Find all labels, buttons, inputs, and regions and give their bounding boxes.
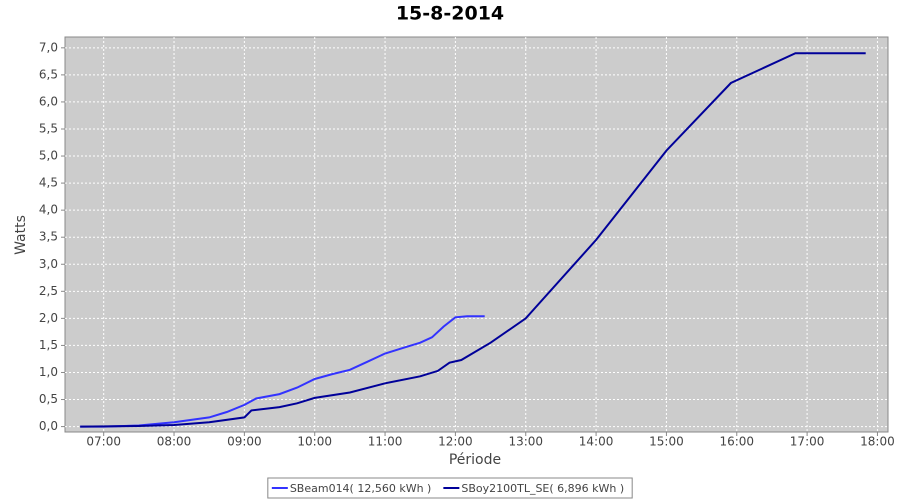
x-tick-label: 17:00 [790, 435, 825, 449]
y-tick-label: 2,5 [39, 284, 58, 298]
y-tick-label: 4,5 [39, 176, 58, 190]
x-tick-label: 13:00 [508, 435, 543, 449]
y-tick-label: 0,5 [39, 392, 58, 406]
y-tick-label: 4,0 [39, 203, 58, 217]
plot-area [64, 36, 889, 433]
y-tick-label: 7,0 [39, 40, 58, 54]
x-tick-label: 10:00 [297, 435, 332, 449]
series-line [80, 52, 866, 428]
y-tick-label: 5,5 [39, 121, 58, 135]
y-tick-label: 6,5 [39, 67, 58, 81]
y-tick-label: 1,0 [39, 365, 58, 379]
y-tick-label: 3,5 [39, 230, 58, 244]
y-tick-label: 0,0 [39, 419, 58, 433]
x-tick-label: 18:00 [860, 435, 895, 449]
chart-title: 15-8-2014 [396, 3, 504, 25]
x-tick-label: 09:00 [227, 435, 262, 449]
x-tick-label: 11:00 [368, 435, 403, 449]
x-tick-label: 08:00 [157, 435, 192, 449]
legend-label: SBeam014( 12,560 kWh ) [290, 482, 432, 495]
y-tick-label: 1,5 [39, 338, 58, 352]
x-axis-label: Période [449, 452, 501, 468]
series-line [80, 315, 485, 428]
x-tick-label: 15:00 [649, 435, 684, 449]
y-tick-label: 5,0 [39, 149, 58, 163]
y-tick-label: 3,0 [39, 257, 58, 271]
x-tick-label: 07:00 [86, 435, 121, 449]
x-tick-label: 16:00 [719, 435, 754, 449]
legend: SBeam014( 12,560 kWh ) SBoy2100TL_SE( 6,8… [267, 477, 633, 499]
x-tick-label: 14:00 [579, 435, 614, 449]
y-tick-label: 2,0 [39, 311, 58, 325]
y-axis-label: Watts [13, 215, 29, 255]
y-tick-label: 6,0 [39, 94, 58, 108]
x-tick-label: 12:00 [438, 435, 473, 449]
legend-label: SBoy2100TL_SE( 6,896 kWh ) [461, 482, 624, 495]
